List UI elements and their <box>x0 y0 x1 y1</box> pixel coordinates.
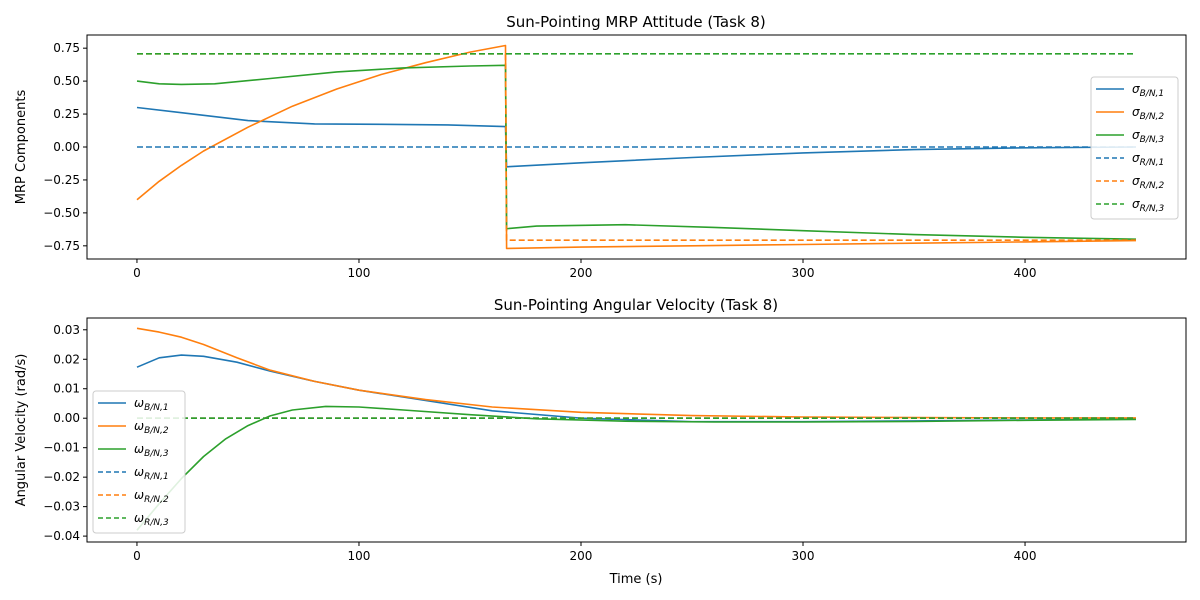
angular-velocity-subplot: Sun-Pointing Angular Velocity (Task 8) A… <box>14 296 1187 587</box>
omega-plot-frame <box>86 317 1187 543</box>
mrp-y-tick-label: −0.75 <box>43 239 80 253</box>
mrp-x-tick-label: 0 <box>133 266 141 280</box>
omega-y-tick-label: 0.01 <box>53 382 80 396</box>
mrp-attitude-subplot: Sun-Pointing MRP Attitude (Task 8) MRP C… <box>14 13 1187 280</box>
omega-legend-label-3: ωB/N,3 <box>134 442 169 459</box>
omega-x-tick-label: 0 <box>133 549 141 563</box>
mrp-y-tick-label: 0.00 <box>53 140 80 154</box>
omega-x-tick-label: 300 <box>792 549 815 563</box>
mrp-legend: σB/N,1 σB/N,2 σB/N,3 σR/N,1 σR/N,2 σR/N,3 <box>1090 76 1179 220</box>
mrp-y-tick-label: −0.50 <box>43 206 80 220</box>
omega-y-tick-label: −0.01 <box>43 441 80 455</box>
omega-y-tick-label: −0.04 <box>43 529 80 543</box>
omega-legend-label-4: ωR/N,1 <box>134 465 169 482</box>
mrp-axis-ticks: 0 100 200 300 400 −0.75 −0.50 −0.25 0.00 0.25 0.50… <box>43 41 1036 280</box>
mrp-plot-frame <box>86 34 1187 260</box>
omega-y-tick-label: −0.02 <box>43 470 80 484</box>
mrp-x-tick-label: 200 <box>570 266 593 280</box>
mrp-series-line-2 <box>136 44 1137 250</box>
omega-axis-ticks: 0 100 200 300 400 −0.04 −0.03 −0.02 −0.01 0.00 0.0… <box>43 323 1036 563</box>
mrp-y-tick-label: 0.75 <box>53 41 80 55</box>
mrp-y-tick-label: 0.25 <box>53 107 80 121</box>
mrp-x-tick-label: 300 <box>792 266 815 280</box>
mrp-legend-label-5: σR/N,2 <box>1132 174 1164 191</box>
omega-x-tick-label: 100 <box>348 549 371 563</box>
omega-legend-label-1: ωB/N,1 <box>134 396 169 413</box>
omega-y-tick-label: −0.03 <box>43 500 80 514</box>
mrp-y-tick-label: 0.50 <box>53 74 80 88</box>
mrp-y-axis-label: MRP Components <box>14 90 29 205</box>
mrp-legend-label-6: σR/N,3 <box>1132 197 1164 214</box>
omega-legend-label-5: ωR/N,2 <box>134 488 169 505</box>
mrp-x-tick-label: 400 <box>1014 266 1037 280</box>
omega-y-tick-label: 0.02 <box>53 352 80 366</box>
mrp-y-tick-label: −0.25 <box>43 173 80 187</box>
omega-legend-label-6: ωR/N,3 <box>134 511 169 528</box>
omega-y-tick-label: 0.00 <box>53 411 80 425</box>
omega-chart-title: Sun-Pointing Angular Velocity (Task 8) <box>494 296 778 314</box>
mrp-legend-label-3: σB/N,3 <box>1132 128 1164 145</box>
omega-series-line-2 <box>136 327 1136 419</box>
omega-legend: ωB/N,1 ωB/N,2 ωB/N,3 ωR/N,1 ωR/N,2 ωR/N,3 <box>92 390 186 534</box>
omega-legend-label-2: ωB/N,2 <box>134 419 169 436</box>
omega-x-tick-label: 400 <box>1014 549 1037 563</box>
omega-y-tick-label: 0.03 <box>53 323 80 337</box>
mrp-x-tick-label: 100 <box>348 266 371 280</box>
omega-series-lines <box>136 327 1137 531</box>
omega-x-axis-label: Time (s) <box>609 572 663 587</box>
mrp-chart-title: Sun-Pointing MRP Attitude (Task 8) <box>506 13 766 31</box>
mrp-series-lines <box>136 44 1137 250</box>
omega-series-line-3 <box>136 405 1137 531</box>
mrp-legend-label-1: σB/N,1 <box>1132 82 1164 99</box>
mrp-legend-label-4: σR/N,1 <box>1132 151 1164 168</box>
omega-x-tick-label: 200 <box>570 549 593 563</box>
omega-y-axis-label: Angular Velocity (rad/s) <box>14 354 29 507</box>
mrp-legend-label-2: σB/N,2 <box>1132 105 1164 122</box>
